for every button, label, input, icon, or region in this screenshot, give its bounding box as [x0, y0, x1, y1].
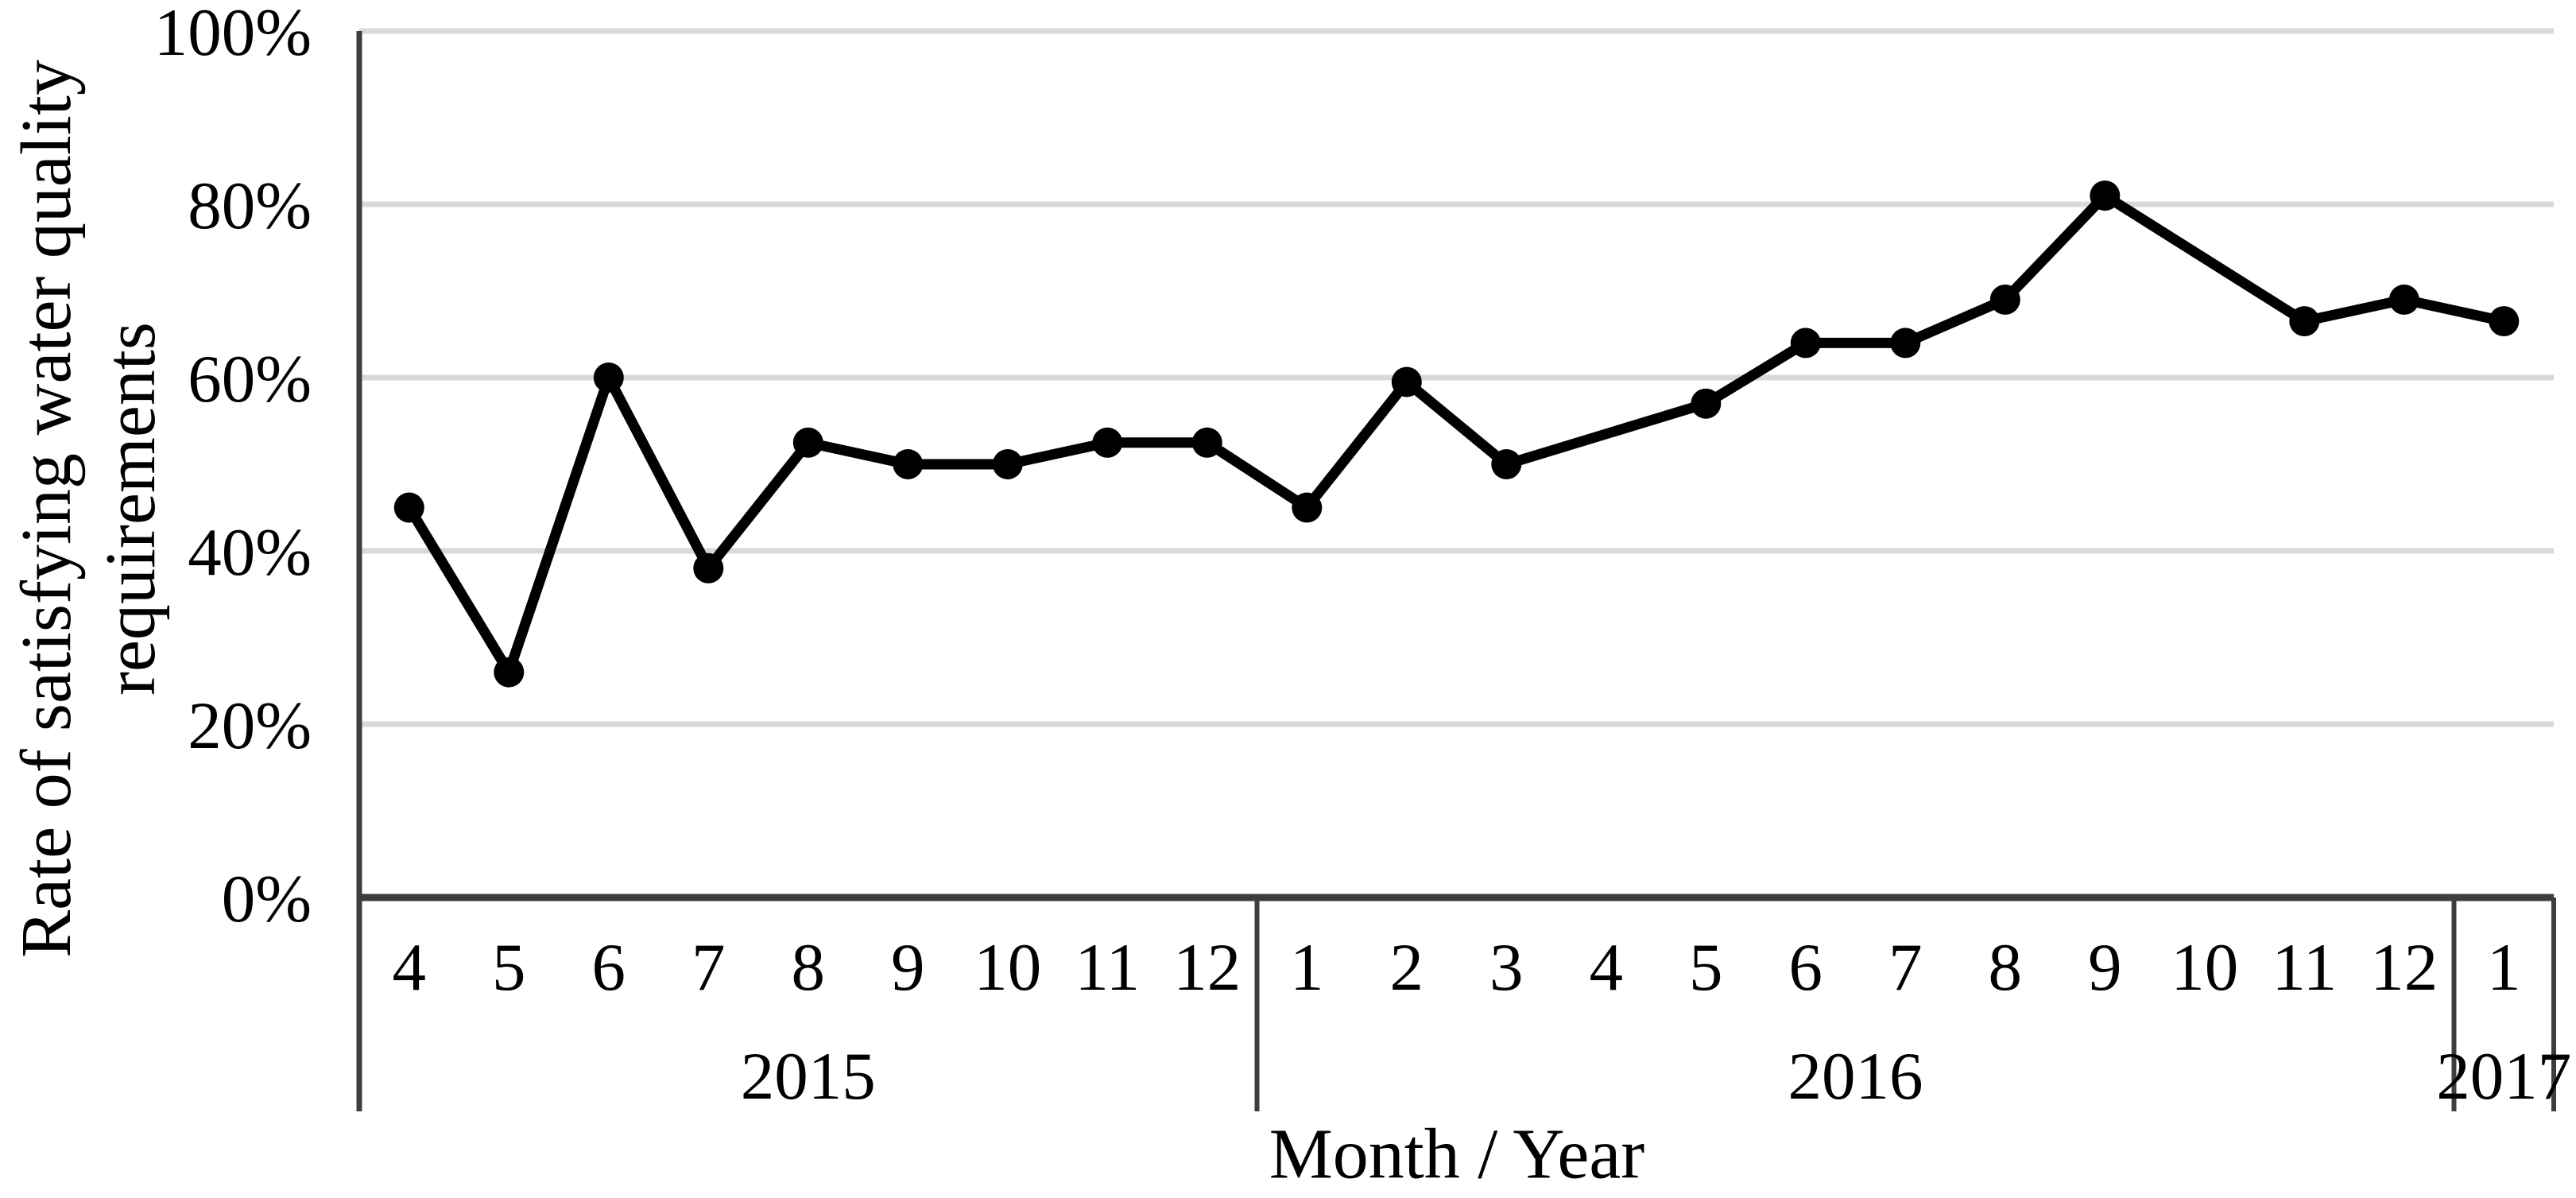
- data-point: [893, 449, 924, 479]
- month-label: 4: [393, 930, 427, 1005]
- month-label: 8: [1989, 930, 2023, 1005]
- data-point: [2289, 306, 2320, 337]
- y-axis-title-line2: requirements: [91, 322, 170, 696]
- month-label: 12: [2370, 930, 2438, 1005]
- data-point: [1491, 449, 1522, 479]
- y-tick-label: 80%: [188, 169, 312, 243]
- y-axis-title-line1: Rate of satisfying water quality: [7, 60, 86, 958]
- data-point: [494, 657, 525, 688]
- y-tick-label: 60%: [188, 342, 312, 417]
- data-point: [1391, 366, 1422, 397]
- month-label: 10: [974, 930, 1041, 1005]
- data-point: [1790, 328, 1821, 359]
- month-label: 10: [2171, 930, 2238, 1005]
- month-label: 8: [792, 930, 826, 1005]
- month-label: 1: [2487, 930, 2521, 1005]
- month-label: 9: [891, 930, 925, 1005]
- data-point: [1989, 284, 2020, 315]
- data-point: [1890, 328, 1921, 359]
- data-point: [2090, 180, 2121, 211]
- y-tick-label: 40%: [188, 515, 312, 590]
- year-label: 2015: [741, 1039, 876, 1114]
- y-tick-label: 0%: [222, 862, 312, 936]
- data-point: [593, 363, 624, 393]
- year-label: 2016: [1788, 1039, 1923, 1114]
- month-label: 5: [1689, 930, 1723, 1005]
- month-label: 3: [1489, 930, 1524, 1005]
- y-tick-label: 20%: [188, 688, 312, 763]
- data-point: [792, 427, 823, 458]
- month-label: 7: [1888, 930, 1923, 1005]
- data-point: [693, 552, 724, 583]
- y-axis-title: Rate of satisfying water quality require…: [5, 60, 173, 958]
- month-label: 9: [2088, 930, 2122, 1005]
- month-label: 2: [1390, 930, 1424, 1005]
- month-label: 12: [1173, 930, 1241, 1005]
- month-label: 11: [1075, 930, 1140, 1005]
- year-label: 2017: [2436, 1039, 2571, 1114]
- data-point: [1191, 427, 1222, 458]
- month-label: 6: [592, 930, 626, 1005]
- month-label: 11: [2272, 930, 2337, 1005]
- month-label: 4: [1590, 930, 1624, 1005]
- month-label: 6: [1789, 930, 1823, 1005]
- month-label: 5: [492, 930, 526, 1005]
- month-label: 1: [1290, 930, 1324, 1005]
- data-point: [1292, 492, 1323, 523]
- series-line: [404, 190, 2509, 678]
- y-tick-label: 100%: [154, 0, 312, 70]
- data-point: [992, 449, 1023, 479]
- data-point: [2388, 284, 2419, 315]
- data-point: [2489, 306, 2520, 337]
- data-point: [1691, 388, 1722, 419]
- month-label: 7: [691, 930, 726, 1005]
- data-point: [1092, 427, 1123, 458]
- data-point: [393, 492, 424, 523]
- x-axis-title: Month / Year: [1269, 1115, 1645, 1194]
